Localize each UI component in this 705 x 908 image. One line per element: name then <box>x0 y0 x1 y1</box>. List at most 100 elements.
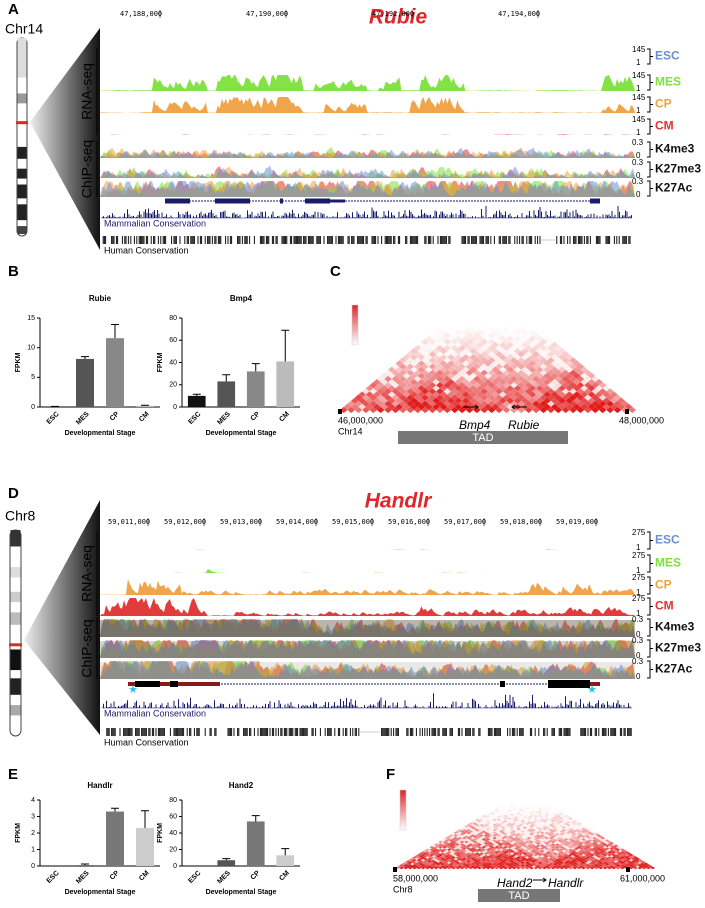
hic-cell <box>495 313 503 321</box>
hic-cell <box>542 838 547 841</box>
hic-cell <box>490 861 495 865</box>
hic-cell <box>513 323 522 330</box>
hic-cell <box>542 861 547 865</box>
hic-cell <box>610 403 618 410</box>
hic-cell <box>542 812 547 815</box>
hic-cell <box>486 861 491 865</box>
hic-cell <box>460 861 465 865</box>
hic-cell <box>429 845 434 849</box>
hic-cell <box>557 860 562 863</box>
hic-cell <box>503 822 508 826</box>
hic-cell <box>570 839 575 842</box>
hic-cell <box>518 813 523 816</box>
x-tick-label: MES <box>75 870 91 886</box>
hic-cell <box>558 372 566 379</box>
gene-label: Hand2 <box>497 876 533 890</box>
hic-cell <box>432 341 440 348</box>
hic-cell <box>509 857 515 861</box>
hic-cell <box>462 829 467 832</box>
hic-cell <box>525 796 530 800</box>
hic-cell <box>577 840 582 844</box>
hic-cell <box>559 827 564 831</box>
hic-cell <box>529 840 534 844</box>
hic-cell <box>431 857 437 861</box>
hic-cell <box>603 853 608 857</box>
hic-cell <box>525 827 530 831</box>
hic-cell <box>494 838 499 841</box>
hic-cell <box>505 855 510 858</box>
hic-cell <box>540 808 545 811</box>
hic-cell <box>406 363 414 370</box>
hic-cell <box>522 857 528 861</box>
hic-cell <box>527 826 532 829</box>
scale-max: 0.3 <box>632 138 644 147</box>
hic-cell <box>525 400 533 407</box>
hic-cell <box>449 865 454 868</box>
hic-cell <box>557 813 562 816</box>
hic-cell <box>542 853 547 857</box>
coordinate-label: 47,194,000 <box>498 10 540 18</box>
hic-cell <box>506 348 514 355</box>
hic-cell <box>442 861 447 865</box>
hic-cell <box>481 840 486 844</box>
hic-cell <box>587 860 593 863</box>
hic-cell <box>551 861 556 865</box>
hic-cell <box>533 812 538 815</box>
hic-cell <box>572 838 577 841</box>
hic-cell <box>488 382 496 389</box>
hic-cell <box>570 855 575 858</box>
signal-shade <box>100 620 635 637</box>
chromosome-label: Chr8 <box>393 884 413 894</box>
hic-cell <box>565 379 574 386</box>
hic-cell <box>484 329 492 336</box>
hic-cell <box>548 847 554 850</box>
hic-cell <box>488 357 496 364</box>
chromosome-band <box>17 226 27 235</box>
hic-cell <box>559 817 564 820</box>
hic-cell <box>418 855 424 858</box>
hic-cell <box>465 344 474 352</box>
hic-cell <box>533 832 538 836</box>
hic-cell <box>505 829 510 832</box>
hic-cell <box>501 818 506 822</box>
hic-cell <box>639 865 645 868</box>
hic-cell <box>569 406 577 414</box>
hic-cell <box>475 831 480 835</box>
hic-cell <box>600 842 606 845</box>
hic-cell <box>561 855 567 858</box>
hic-cell <box>483 862 489 866</box>
hic-cell <box>369 388 377 395</box>
hic-cell <box>488 810 493 814</box>
hic-cell <box>607 856 612 859</box>
hic-cell <box>495 400 503 407</box>
hic-cell <box>558 403 566 410</box>
hic-cell <box>496 826 502 829</box>
hic-cell <box>423 849 428 853</box>
hic-cell <box>542 856 547 859</box>
hic-cell <box>416 866 421 870</box>
hic-cell <box>620 866 625 870</box>
hic-cell <box>462 857 467 861</box>
hic-cell <box>543 372 551 379</box>
hic-cell <box>414 351 422 358</box>
hic-cell <box>454 329 463 336</box>
hic-cell <box>535 834 541 837</box>
hic-cell <box>476 385 485 392</box>
hic-cell <box>535 823 541 827</box>
hic-cell <box>546 848 551 852</box>
hic-cell <box>495 332 503 339</box>
hic-cell <box>522 810 528 814</box>
hic-cell <box>455 832 460 836</box>
chromosome-band <box>17 168 27 179</box>
panel-label: D <box>8 485 19 502</box>
hic-cell <box>564 866 569 870</box>
hic-cell <box>605 855 610 858</box>
hic-cell <box>531 842 536 845</box>
hic-cell <box>388 391 396 398</box>
hic-cell <box>568 840 573 844</box>
hic-cell <box>421 338 429 345</box>
hic-cell <box>533 827 538 831</box>
hic-cell <box>587 372 596 379</box>
hic-cell <box>540 855 545 858</box>
hic-cell <box>438 853 443 857</box>
